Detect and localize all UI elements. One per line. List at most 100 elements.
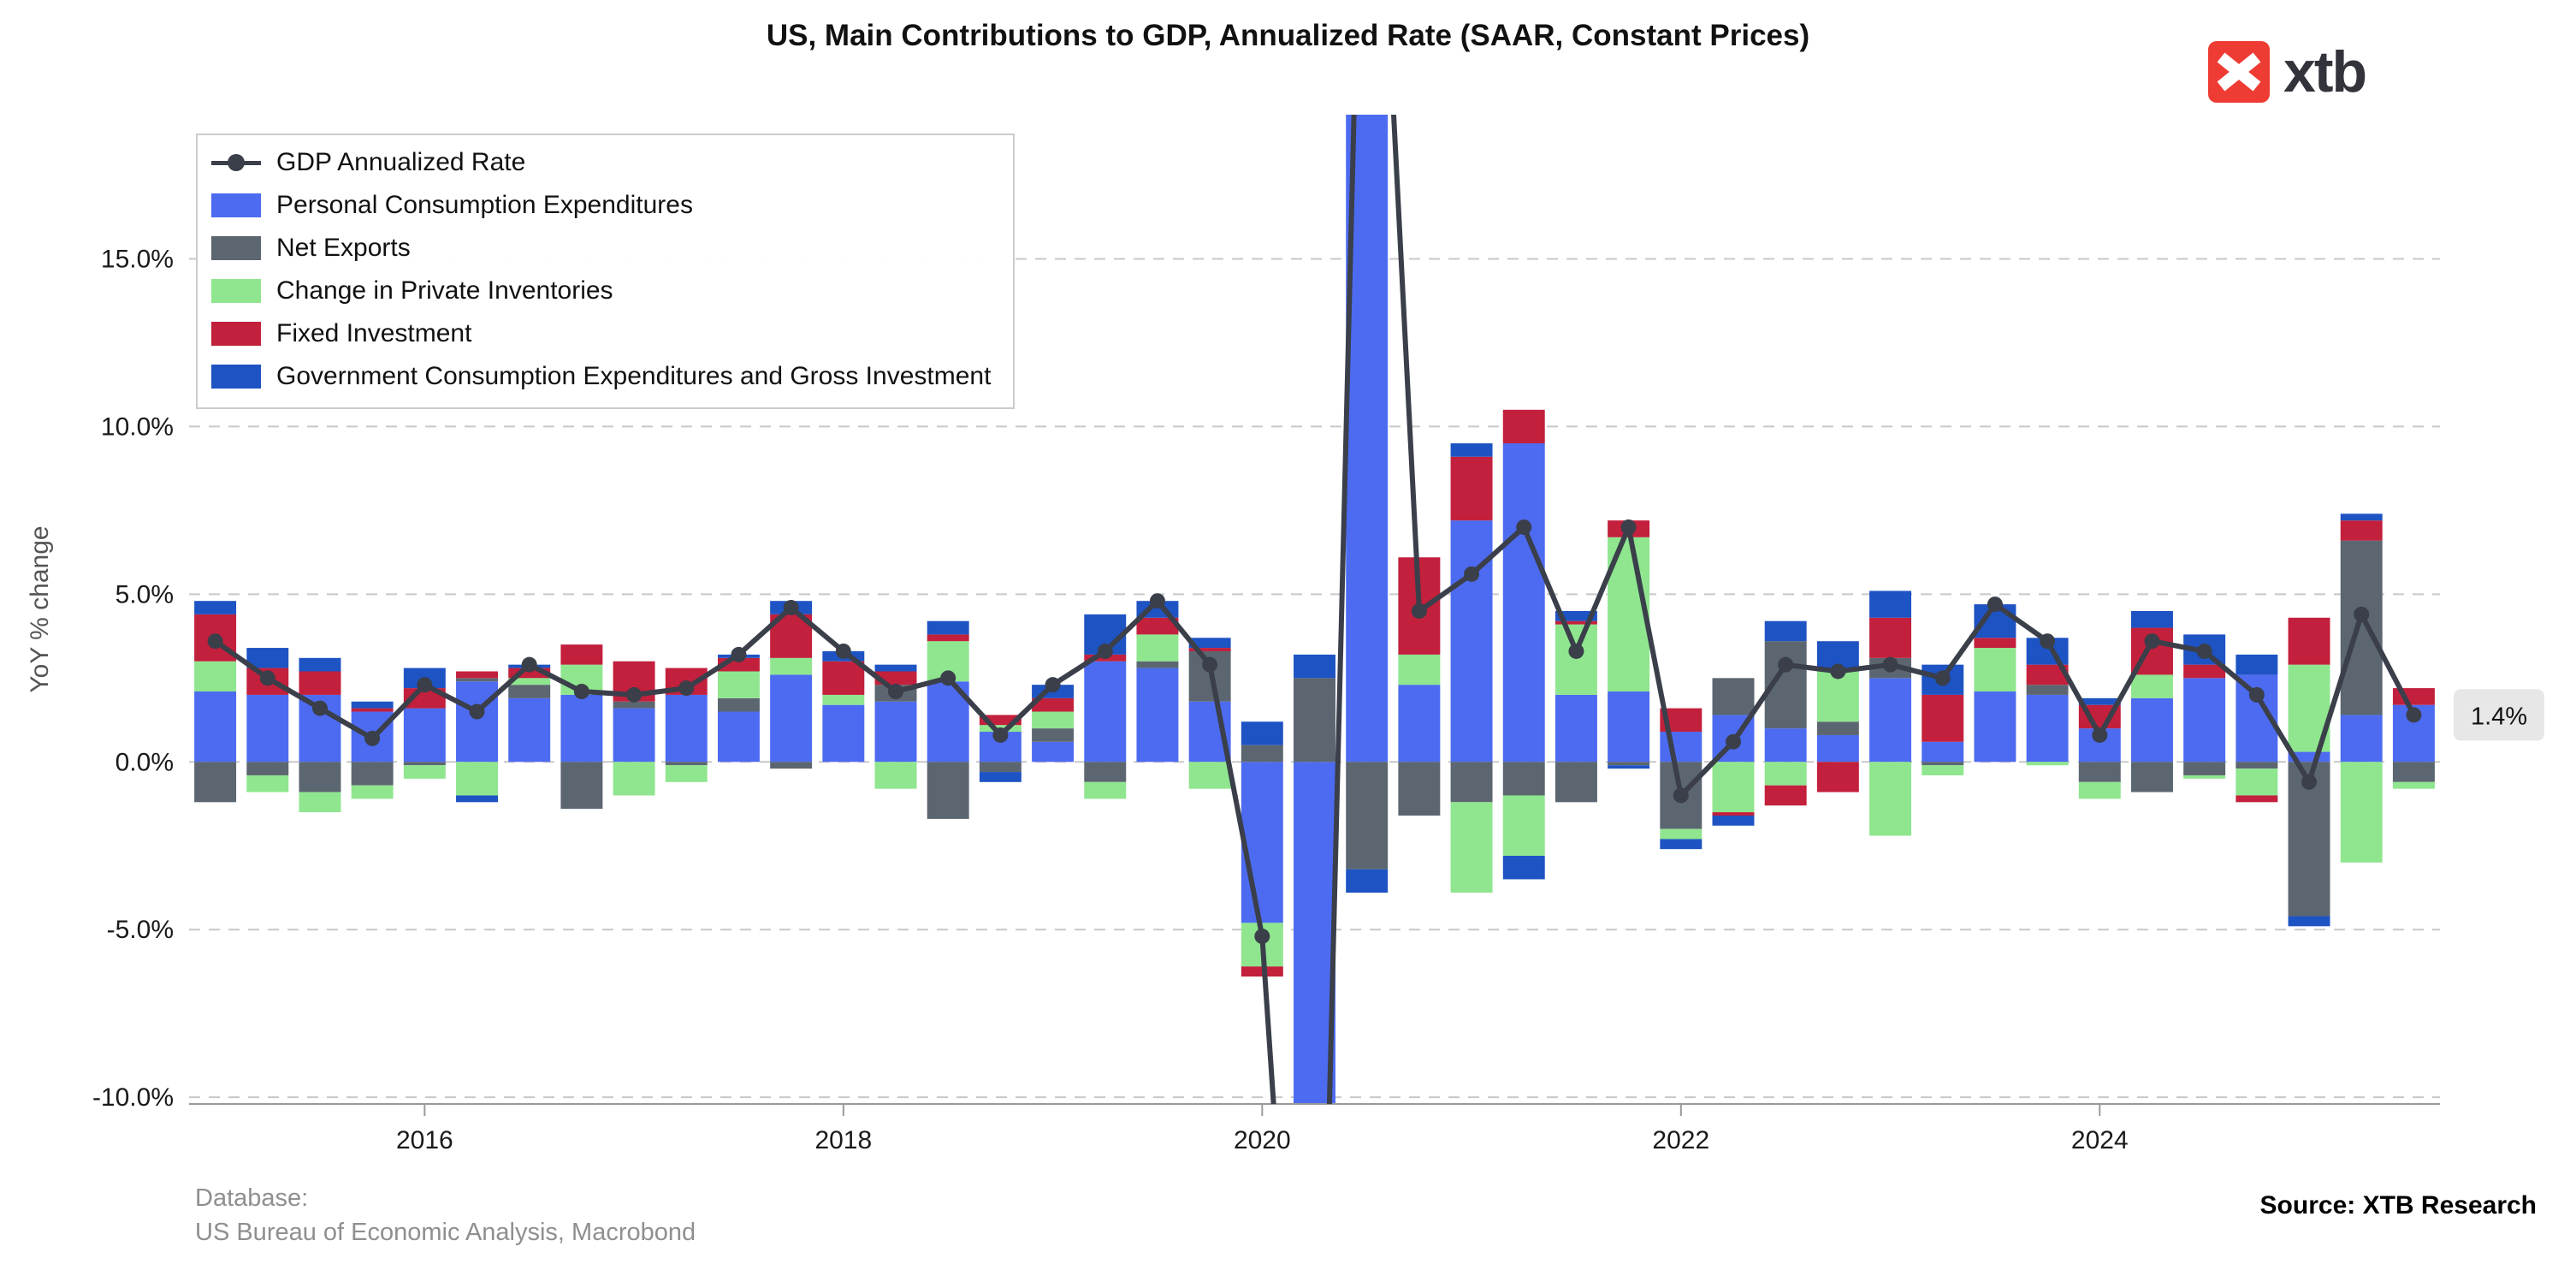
bar-segment <box>1188 648 1231 651</box>
bar-segment <box>194 661 237 692</box>
bar-segment <box>351 762 394 786</box>
bar-segment <box>2131 610 2173 628</box>
gdp-line-marker <box>2144 633 2160 650</box>
bar-segment <box>299 671 341 695</box>
bar-segment <box>194 691 237 763</box>
bar-segment <box>1502 856 1545 880</box>
bar-segment <box>1816 671 1859 722</box>
bar-segment <box>508 678 551 685</box>
gdp-line-marker <box>311 700 328 716</box>
bar-segment <box>1712 762 1755 813</box>
gdp-line-marker <box>992 727 1009 743</box>
gdp-line-marker <box>1778 656 1794 673</box>
bar-segment <box>1241 721 1283 745</box>
bar-segment <box>2235 762 2278 769</box>
bar-segment <box>1554 624 1597 695</box>
legend-label: Fixed Investment <box>276 319 472 347</box>
stacked-bars <box>194 115 2435 1104</box>
color-swatch <box>211 322 261 346</box>
gdp-line-marker <box>1987 596 2003 613</box>
legend-item-government: Government Consumption Expenditures and … <box>211 356 991 397</box>
bar-segment <box>1084 661 1127 763</box>
bar-segment <box>2183 664 2226 679</box>
page-title: US, Main Contributions to GDP, Annualize… <box>766 19 1810 52</box>
bar-segment <box>1764 620 1807 642</box>
bar-segment <box>299 762 341 792</box>
gdp-line-marker <box>417 677 433 693</box>
bar-segment <box>1608 691 1650 763</box>
xtb-logo-icon <box>2208 41 2270 103</box>
bar-segment <box>2131 762 2173 792</box>
legend-label: Government Consumption Expenditures and … <box>276 362 992 390</box>
bar-segment <box>1450 443 1493 457</box>
bar-segment <box>194 601 237 614</box>
chart-legend: GDP Annualized Rate Personal Consumption… <box>196 134 1016 409</box>
bar-segment <box>1816 734 1859 763</box>
bar-segment <box>1502 795 1545 857</box>
gdp-line <box>207 115 2422 1104</box>
gdp-line-marker <box>1830 663 1846 680</box>
bar-segment <box>560 694 603 763</box>
bar-segment <box>1241 762 1283 923</box>
bar-segment <box>1922 765 1964 775</box>
bar-segment <box>822 694 865 705</box>
color-swatch <box>211 193 261 217</box>
bar-segment <box>2131 674 2173 698</box>
bar-segment <box>770 657 813 675</box>
y-tick-label: 0.0% <box>115 748 174 776</box>
last-value-badge <box>2454 689 2544 741</box>
bar-segment <box>1450 802 1493 893</box>
bar-segment <box>1660 839 1703 850</box>
bar-segment <box>1712 815 1755 826</box>
bar-segment <box>1554 694 1597 763</box>
bar-segment <box>2235 769 2278 796</box>
bar-segment <box>1608 765 1650 769</box>
bar-segment <box>2131 697 2173 763</box>
legend-item-gdp-line: GDP Annualized Rate <box>211 142 991 183</box>
bar-segment <box>560 644 603 665</box>
bar-segment <box>1084 762 1127 782</box>
gdp-line-marker <box>2406 707 2422 723</box>
bar-segment <box>351 701 394 709</box>
bar-segment <box>456 681 498 763</box>
bar-segment <box>1608 762 1650 766</box>
bar-segment <box>2392 762 2435 782</box>
bar-segment <box>1450 520 1493 763</box>
bar-segment <box>2340 540 2383 715</box>
bar-segment <box>979 715 1022 726</box>
bar-segment <box>1502 762 1545 796</box>
bar-segment <box>1084 781 1127 799</box>
bar-segment <box>1136 617 1179 635</box>
bar-segment <box>1869 590 1912 618</box>
gdp-line-marker <box>835 643 851 659</box>
bar-segment <box>1398 654 1441 685</box>
legend-item-net-exports: Net Exports <box>211 228 991 269</box>
gdp-line-marker <box>783 600 799 616</box>
gdp-line-marker <box>678 680 695 697</box>
gdp-line-marker <box>364 730 381 746</box>
bar-segment <box>2340 513 2383 521</box>
bar-segment <box>1450 762 1493 803</box>
bar-segment <box>1502 443 1545 763</box>
bar-segment <box>1764 785 1807 806</box>
gdp-line-marker <box>1254 929 1270 945</box>
bar-segment <box>2340 520 2383 541</box>
bar-segment <box>2340 715 2383 763</box>
y-tick-label: 15.0% <box>101 246 174 274</box>
gdp-line-marker <box>940 670 956 686</box>
gdp-line-marker <box>1934 670 1951 686</box>
bar-segment <box>1554 610 1597 621</box>
bar-segment <box>1032 741 1075 763</box>
bar-segment <box>1450 456 1493 521</box>
gdp-line-marker <box>1568 643 1584 659</box>
source-note: Source: XTB Research <box>2259 1191 2537 1220</box>
bar-segment <box>822 704 865 763</box>
bar-segment <box>1922 762 1964 766</box>
bar-segment <box>1660 828 1703 840</box>
gdp-line-marker <box>1411 602 1427 619</box>
gdp-line-marker <box>1882 656 1898 673</box>
bar-segment <box>1712 812 1755 816</box>
bar-segment <box>1764 762 1807 786</box>
bar-segment <box>1294 678 1335 763</box>
bar-segment <box>299 792 341 813</box>
